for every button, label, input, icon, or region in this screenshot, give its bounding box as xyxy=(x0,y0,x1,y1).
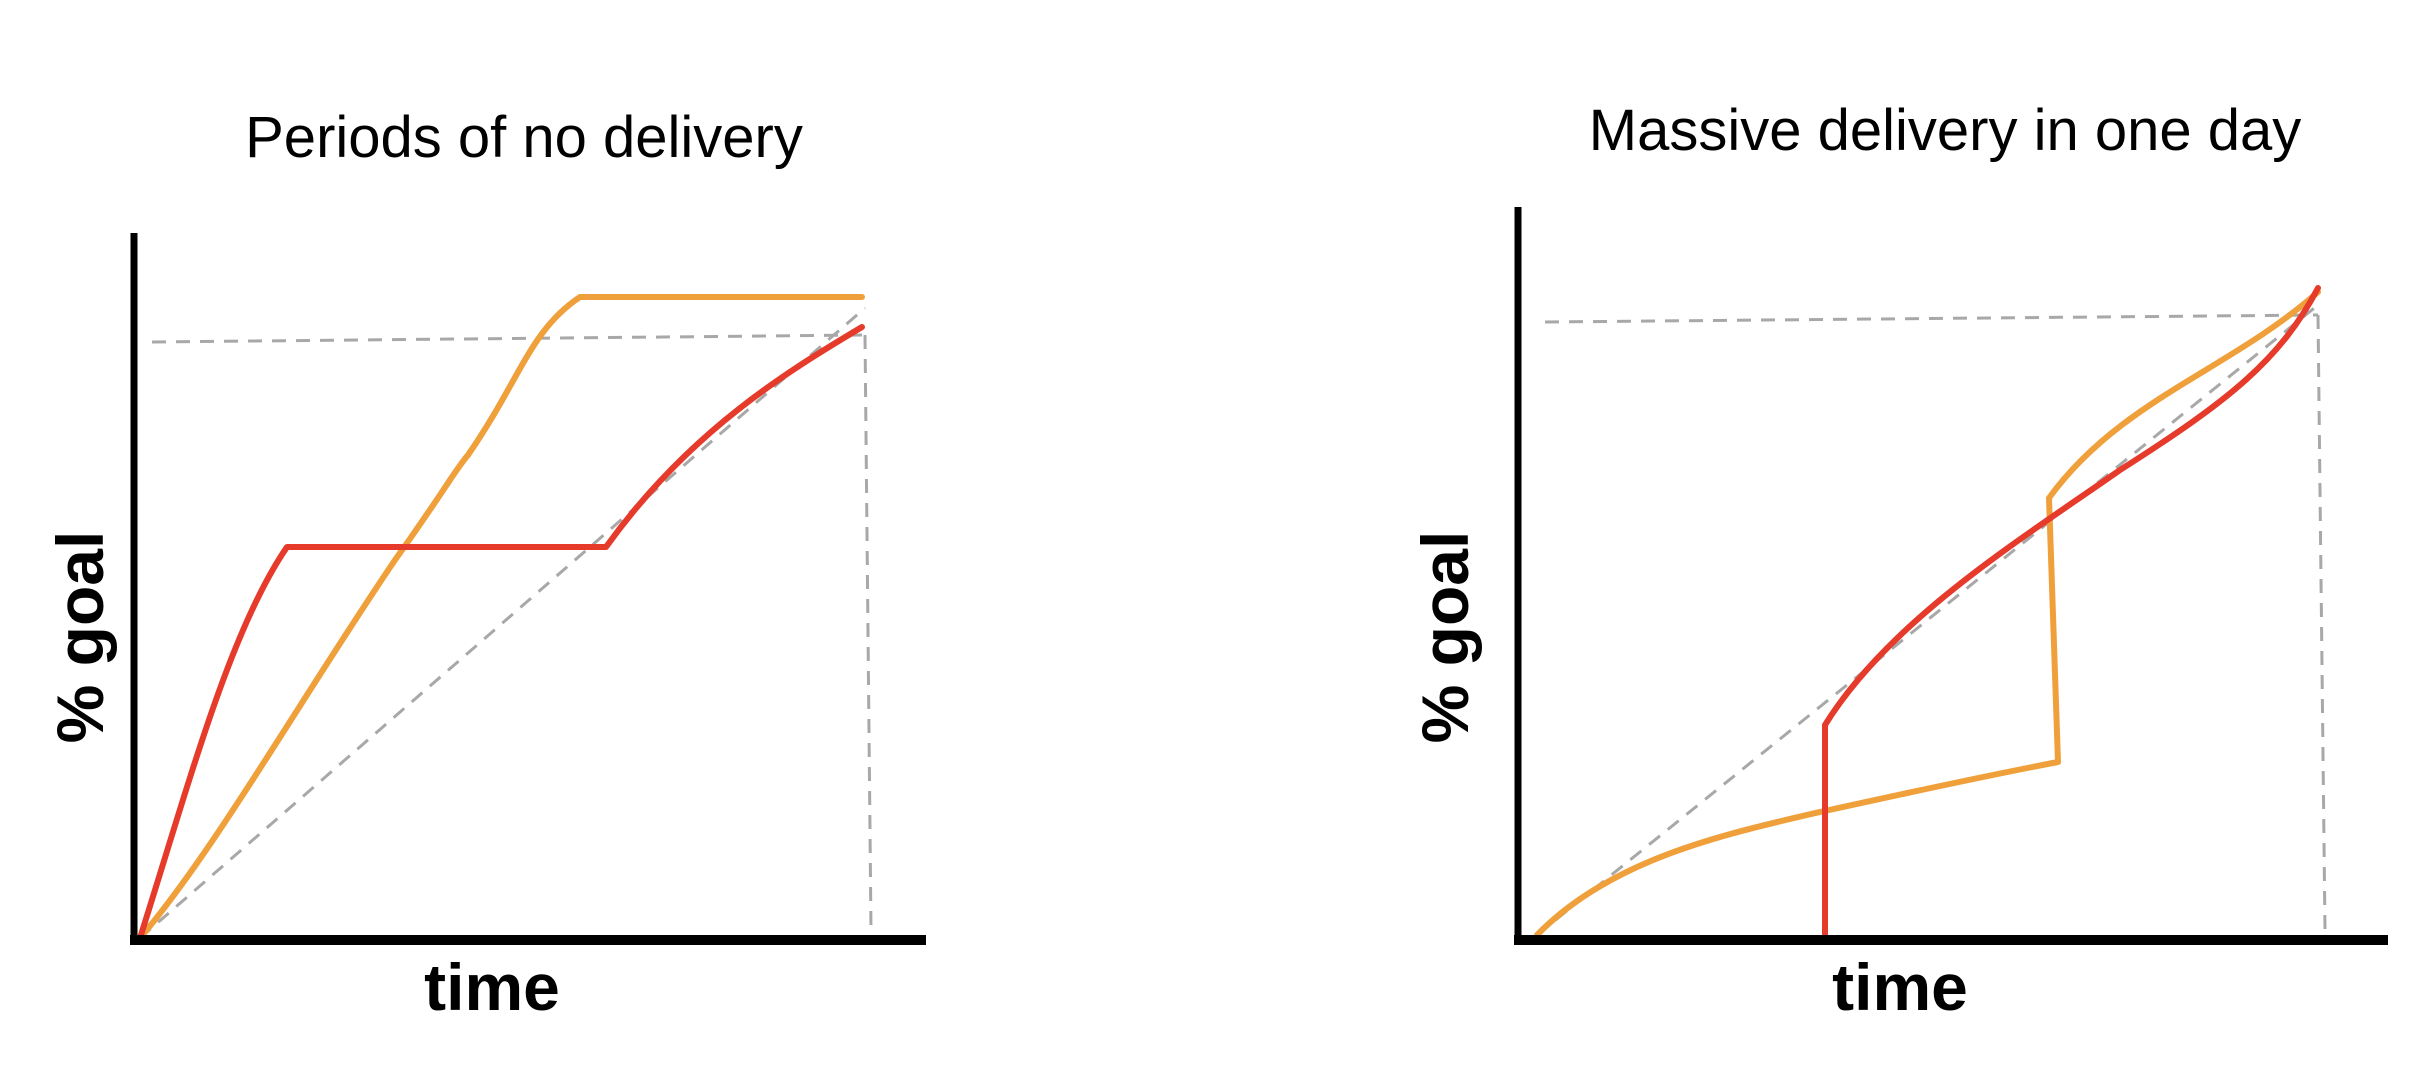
panel-title: Periods of no delivery xyxy=(245,105,803,170)
x-axis-label: time xyxy=(424,950,560,1024)
ideal-pace-guide xyxy=(1536,303,2319,937)
target-level-guide xyxy=(151,333,869,344)
panel-title: Massive delivery in one day xyxy=(1589,98,2301,163)
deadline-guide xyxy=(863,334,873,931)
panel-periods-of-no-delivery: Periods of no delivery time % goal xyxy=(43,105,926,1024)
orange-progress-curve xyxy=(137,294,865,941)
ideal-pace-guide xyxy=(139,306,866,940)
target-level-guide xyxy=(1544,313,2319,324)
y-axis-label: % goal xyxy=(43,531,117,744)
orange-progress-curve xyxy=(1534,289,2321,938)
red-progress-curve xyxy=(137,324,865,941)
x-axis-label: time xyxy=(1832,950,1968,1024)
red-progress-curve xyxy=(1822,285,2321,941)
y-axis-label: % goal xyxy=(1408,531,1482,744)
deadline-guide xyxy=(2316,314,2327,931)
panel-massive-delivery-in-one-day: Massive delivery in one day time % goal xyxy=(1408,98,2388,1024)
